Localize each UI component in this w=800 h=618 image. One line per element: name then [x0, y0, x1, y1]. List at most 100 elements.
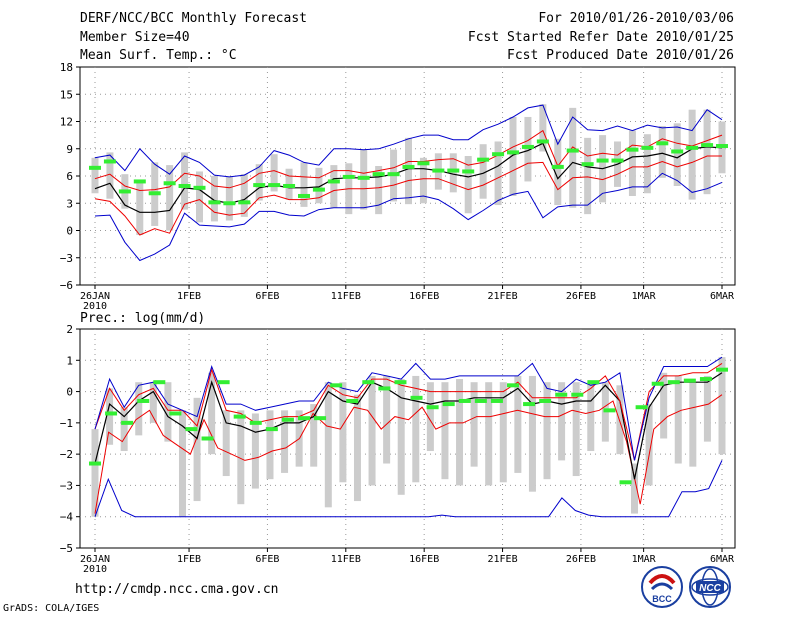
observed-marker: [314, 416, 327, 421]
ensemble-bar: [494, 141, 502, 206]
ensemble-bar: [237, 410, 245, 505]
x-year-label: 2010: [83, 301, 107, 312]
observed-marker: [521, 144, 534, 149]
ensemble-bar: [643, 134, 651, 194]
ensemble-bar: [479, 144, 487, 199]
y-tick-label: −5: [60, 542, 73, 555]
x-tick-label: 16FEB: [409, 291, 439, 302]
observed-marker: [193, 185, 206, 190]
y-tick-label: 0: [66, 225, 73, 238]
series-max-line: [94, 460, 723, 518]
x-tick-label: 26JAN: [80, 291, 110, 302]
ncc-logo: NCC: [689, 566, 731, 608]
observed-marker: [701, 143, 714, 148]
ensemble-bar: [120, 407, 128, 452]
ensemble-bar: [703, 109, 711, 195]
ensemble-bar: [368, 375, 376, 486]
x-tick-label: 21FEB: [487, 554, 517, 565]
y-tick-label: −2: [60, 448, 73, 461]
observed-marker: [641, 145, 654, 150]
ensemble-bar: [330, 165, 338, 208]
ensemble-bar: [514, 375, 522, 473]
ensemble-bar: [689, 382, 697, 467]
observed-marker: [89, 461, 101, 466]
observed-marker: [217, 380, 230, 385]
observed-marker: [442, 402, 455, 407]
series-upper-line: [94, 362, 723, 461]
x-tick-label: 1MAR: [632, 554, 657, 565]
ensemble-bar: [688, 109, 696, 200]
x-tick-label: 26FEB: [566, 291, 596, 302]
ensemble-bar: [587, 382, 595, 452]
series-min-line: [94, 104, 723, 178]
y-tick-label: 6: [66, 170, 73, 183]
ensemble-bar: [166, 165, 174, 231]
source-url[interactable]: http://cmdp.ncc.cma.gov.cn: [75, 582, 279, 597]
ensemble-bar: [554, 138, 562, 206]
ensemble-bar: [300, 162, 308, 207]
observed-marker: [507, 150, 519, 155]
series-max-line: [94, 172, 723, 262]
observed-marker: [330, 383, 343, 388]
ensemble-bar: [310, 404, 318, 467]
observed-marker: [346, 398, 359, 403]
observed-marker: [298, 416, 310, 421]
observed-marker: [105, 411, 118, 416]
y-tick-label: −6: [60, 279, 73, 292]
ensemble-bar: [703, 375, 711, 442]
observed-marker: [462, 169, 475, 174]
ensemble-bar: [397, 379, 405, 495]
ensemble-bar: [324, 382, 332, 508]
y-tick-label: −3: [60, 252, 73, 265]
observed-marker: [619, 480, 632, 485]
y-tick-label: 15: [60, 88, 73, 101]
ensemble-bar: [616, 385, 624, 455]
ensemble-bar: [543, 382, 551, 480]
ensemble-bar: [193, 397, 201, 502]
observed-marker: [458, 398, 471, 403]
observed-marker: [671, 149, 684, 154]
ensemble-bar: [210, 176, 218, 222]
observed-marker: [536, 139, 549, 144]
observed-marker: [137, 398, 150, 403]
ensemble-bar: [405, 137, 412, 205]
y-tick-label: −1: [60, 417, 73, 430]
observed-marker: [596, 158, 609, 163]
observed-marker: [298, 193, 310, 198]
y-tick-label: 2: [66, 323, 73, 336]
ensemble-bar: [441, 382, 449, 480]
variable-precip-label: Prec.: log(mm/d): [80, 311, 205, 326]
ensemble-bar: [208, 372, 216, 455]
ensemble-bar: [164, 382, 172, 442]
observed-marker: [103, 159, 116, 164]
observed-marker: [699, 377, 712, 382]
observed-marker: [394, 380, 407, 385]
observed-marker: [507, 383, 519, 388]
observed-marker: [523, 402, 536, 407]
ensemble-bar: [412, 375, 420, 483]
bcc-logo: BCC: [641, 566, 683, 608]
ensemble-bar: [178, 410, 186, 517]
observed-marker: [626, 147, 639, 152]
ensemble-bar: [266, 410, 274, 480]
forecast-started: Fcst Started Refer Date 2010/01/25: [467, 30, 734, 45]
observed-marker: [153, 380, 166, 385]
observed-marker: [201, 436, 214, 441]
ensemble-bar: [674, 375, 682, 464]
observed-marker: [121, 420, 134, 425]
observed-marker: [566, 148, 579, 153]
series-lower-line: [94, 155, 722, 236]
ensemble-bar: [196, 171, 203, 223]
ensemble-bar: [628, 130, 636, 196]
y-tick-label: 1: [66, 354, 73, 367]
observed-marker: [417, 161, 430, 166]
observed-marker: [148, 191, 161, 196]
observed-marker: [587, 380, 600, 385]
ensemble-bar: [660, 372, 668, 439]
observed-marker: [611, 158, 624, 163]
variable-temp-label: Mean Surf. Temp.: °C: [80, 48, 237, 63]
y-tick-label: 0: [66, 386, 73, 399]
ensemble-bar: [645, 404, 653, 486]
forecast-period: For 2010/01/26-2010/03/06: [538, 11, 734, 26]
ensemble-bar: [569, 107, 577, 208]
